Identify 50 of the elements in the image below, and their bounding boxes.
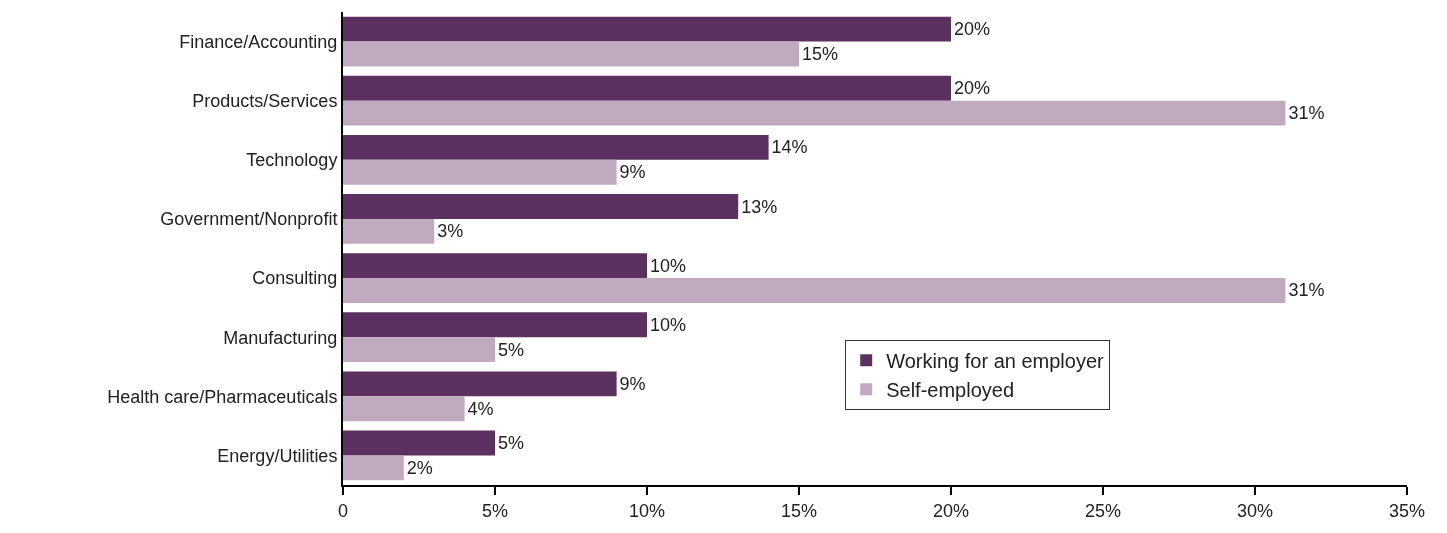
data-label: 15% <box>802 43 839 64</box>
y-tick-label: Technology <box>246 150 338 171</box>
data-label: 4% <box>467 398 494 419</box>
bar <box>343 159 617 185</box>
bar <box>343 371 617 397</box>
bar <box>343 253 647 279</box>
data-label: 2% <box>406 457 433 478</box>
data-label: 5% <box>498 433 525 454</box>
bar <box>343 396 465 422</box>
bar <box>343 312 647 338</box>
bar <box>343 41 799 67</box>
x-tick-label: 35% <box>1388 500 1426 521</box>
y-tick-label: Government/Nonprofit <box>160 209 338 230</box>
legend-label: Self-employed <box>886 379 1015 402</box>
bar <box>343 100 1286 126</box>
y-tick-label: Finance/Accounting <box>179 31 338 52</box>
data-label: 9% <box>619 373 646 394</box>
y-tick-label: Manufacturing <box>223 327 338 348</box>
x-tick-label: 10% <box>628 500 666 521</box>
data-label: 31% <box>1288 280 1325 301</box>
bar <box>343 218 435 244</box>
data-label: 31% <box>1288 103 1325 124</box>
x-tick-label: 30% <box>1236 500 1274 521</box>
data-label: 20% <box>954 78 991 99</box>
legend-label: Working for an employer <box>886 350 1105 373</box>
data-label: 13% <box>741 196 778 217</box>
x-tick-label: 15% <box>780 500 818 521</box>
x-tick-label: 5% <box>481 500 509 521</box>
bar <box>343 194 739 219</box>
x-tick-label: 0 <box>337 500 349 521</box>
x-tick-label: 25% <box>1084 500 1122 521</box>
data-label: 5% <box>498 339 525 360</box>
y-tick-label: Consulting <box>252 268 338 289</box>
bar <box>343 278 1286 303</box>
data-label: 3% <box>437 221 464 242</box>
data-label: 10% <box>650 255 687 276</box>
data-label: 9% <box>619 162 646 183</box>
bar <box>343 134 769 160</box>
bar <box>343 16 951 42</box>
y-tick-label: Energy/Utilities <box>217 445 338 466</box>
x-tick-label: 20% <box>932 500 970 521</box>
y-tick-label: Health care/Pharmaceuticals <box>107 386 338 407</box>
data-label: 10% <box>650 314 687 335</box>
bar <box>343 430 495 456</box>
data-label: 14% <box>771 137 808 158</box>
bar <box>343 75 951 101</box>
bar <box>343 337 495 363</box>
data-label: 20% <box>954 19 991 40</box>
bar <box>343 455 404 481</box>
y-tick-label: Products/Services <box>192 90 338 111</box>
